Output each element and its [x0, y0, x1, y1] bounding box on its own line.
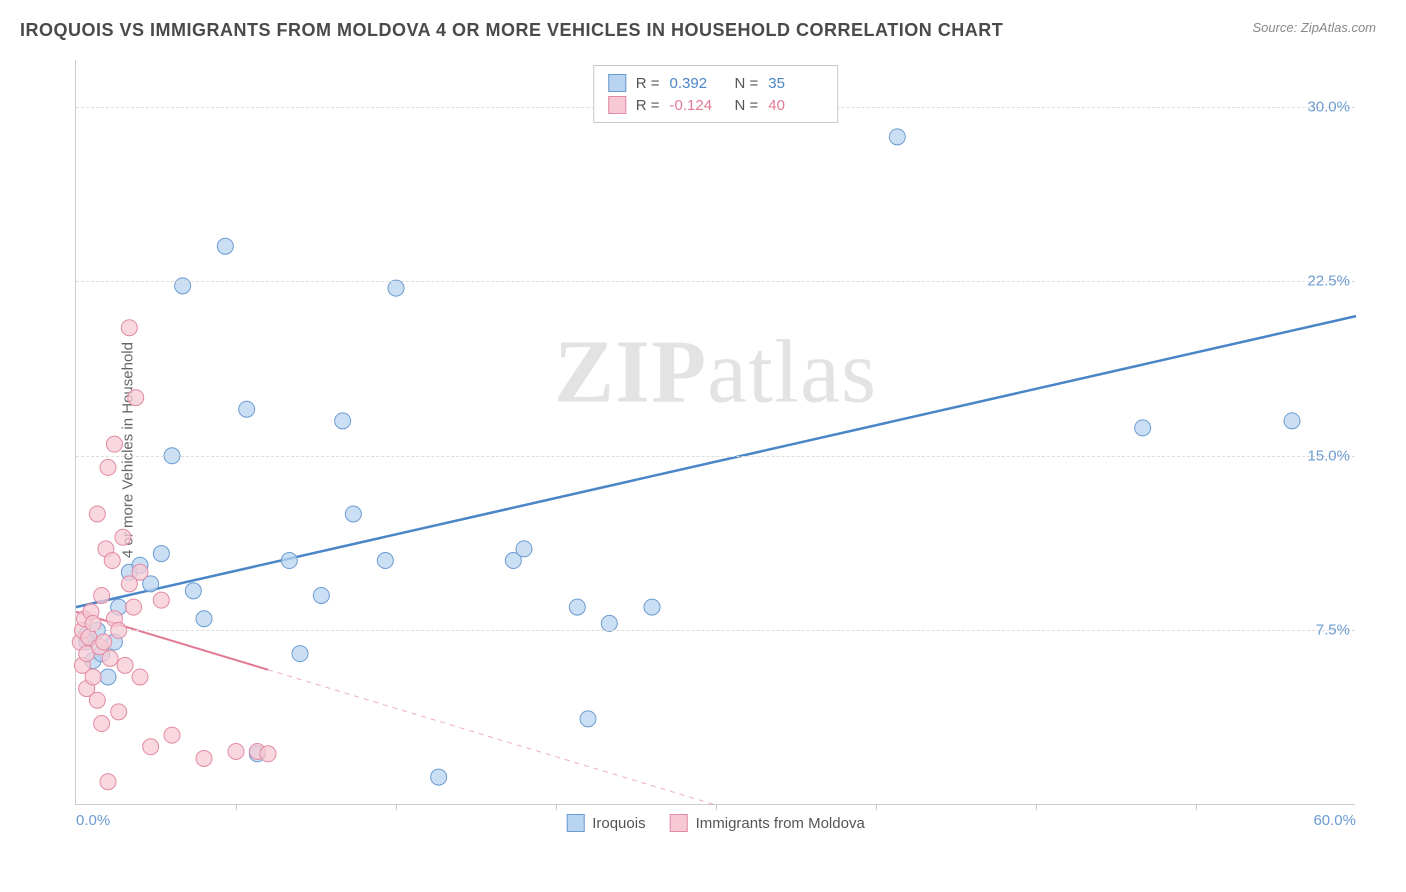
legend-item-series2: Immigrants from Moldova [670, 814, 865, 832]
x-tick-mark [1196, 804, 1197, 810]
r-value-series2: -0.124 [670, 97, 725, 114]
gridline-horizontal [76, 630, 1355, 631]
swatch-series2 [608, 96, 626, 114]
data-point [217, 238, 233, 254]
r-label: R = [636, 75, 660, 92]
trend-line-1 [76, 316, 1356, 607]
data-point [580, 711, 596, 727]
swatch-series1 [608, 74, 626, 92]
data-point [185, 583, 201, 599]
data-point [281, 553, 297, 569]
y-tick-label: 15.0% [1307, 447, 1350, 464]
data-point [100, 774, 116, 790]
data-point [117, 657, 133, 673]
data-point [388, 280, 404, 296]
data-point [126, 599, 142, 615]
data-point [100, 669, 116, 685]
n-value-series1: 35 [768, 75, 823, 92]
data-point [313, 587, 329, 603]
data-point [106, 436, 122, 452]
y-tick-label: 30.0% [1307, 98, 1350, 115]
legend-swatch-series2 [670, 814, 688, 832]
data-point [153, 546, 169, 562]
trend-line-dashed-2 [268, 670, 716, 805]
data-point [196, 611, 212, 627]
data-point [89, 692, 105, 708]
data-point [1284, 413, 1300, 429]
r-label: R = [636, 97, 660, 114]
data-point [100, 459, 116, 475]
data-point [102, 650, 118, 666]
y-tick-label: 7.5% [1316, 622, 1350, 639]
data-point [128, 390, 144, 406]
n-label: N = [735, 75, 759, 92]
data-point [228, 743, 244, 759]
x-tick-mark [556, 804, 557, 810]
legend-bottom: Iroquois Immigrants from Moldova [566, 814, 865, 832]
data-point [644, 599, 660, 615]
data-point [601, 615, 617, 631]
y-tick-label: 22.5% [1307, 273, 1350, 290]
data-point [164, 727, 180, 743]
data-point [153, 592, 169, 608]
data-point [85, 669, 101, 685]
data-point [96, 634, 112, 650]
legend-label-series1: Iroquois [592, 815, 645, 832]
data-point [345, 506, 361, 522]
r-value-series1: 0.392 [670, 75, 725, 92]
n-value-series2: 40 [768, 97, 823, 114]
data-point [239, 401, 255, 417]
x-tick-label: 60.0% [1313, 812, 1356, 829]
data-point [94, 587, 110, 603]
data-point [89, 506, 105, 522]
data-point [516, 541, 532, 557]
data-point [377, 553, 393, 569]
data-point [132, 564, 148, 580]
data-point [94, 716, 110, 732]
data-point [115, 529, 131, 545]
data-point [143, 739, 159, 755]
data-point [85, 615, 101, 631]
gridline-horizontal [76, 281, 1355, 282]
data-point [111, 704, 127, 720]
stats-row-series2: R = -0.124 N = 40 [608, 94, 824, 116]
chart-title: IROQUOIS VS IMMIGRANTS FROM MOLDOVA 4 OR… [20, 20, 1003, 41]
data-point [292, 646, 308, 662]
data-point [431, 769, 447, 785]
plot-area: ZIPatlas R = 0.392 N = 35 R = -0.124 N =… [75, 60, 1355, 805]
legend-item-series1: Iroquois [566, 814, 645, 832]
data-point [260, 746, 276, 762]
x-tick-mark [236, 804, 237, 810]
n-label: N = [735, 97, 759, 114]
x-tick-label: 0.0% [76, 812, 110, 829]
gridline-horizontal [76, 456, 1355, 457]
scatter-plot-svg [76, 60, 1355, 804]
data-point [335, 413, 351, 429]
data-point [569, 599, 585, 615]
source-attribution: Source: ZipAtlas.com [1252, 20, 1376, 35]
chart-container: 4 or more Vehicles in Household ZIPatlas… [50, 55, 1380, 845]
x-tick-mark [876, 804, 877, 810]
stats-row-series1: R = 0.392 N = 35 [608, 72, 824, 94]
data-point [104, 553, 120, 569]
legend-swatch-series1 [566, 814, 584, 832]
x-tick-mark [396, 804, 397, 810]
x-tick-mark [716, 804, 717, 810]
data-point [889, 129, 905, 145]
data-point [121, 320, 137, 336]
data-point [196, 750, 212, 766]
legend-label-series2: Immigrants from Moldova [696, 815, 865, 832]
stats-legend-box: R = 0.392 N = 35 R = -0.124 N = 40 [593, 65, 839, 123]
x-tick-mark [1036, 804, 1037, 810]
data-point [1135, 420, 1151, 436]
data-point [132, 669, 148, 685]
